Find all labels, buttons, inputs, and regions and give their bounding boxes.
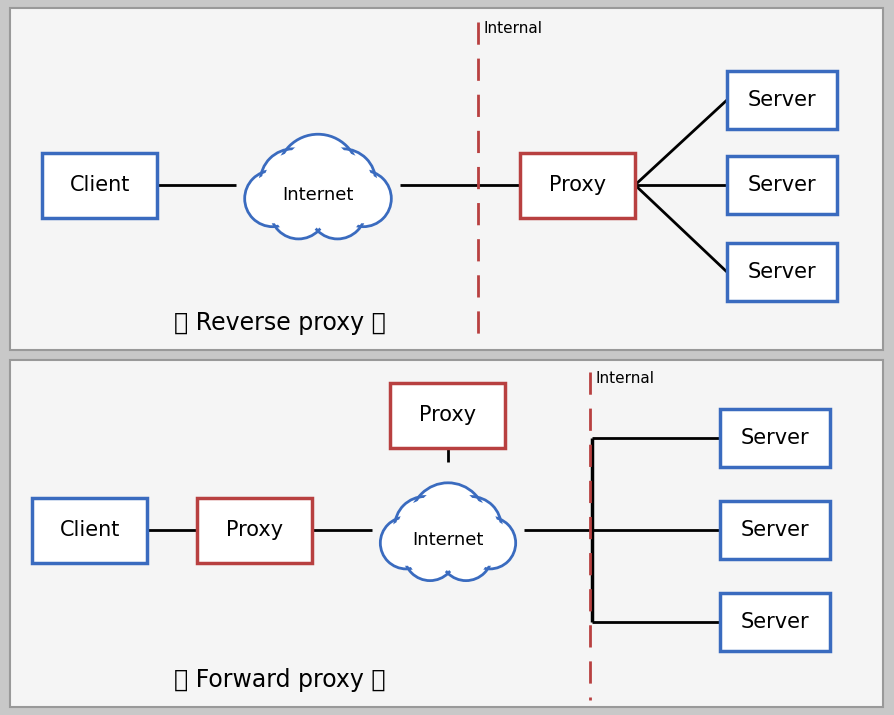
FancyBboxPatch shape	[726, 243, 836, 301]
Circle shape	[270, 183, 326, 239]
Circle shape	[380, 517, 432, 569]
Circle shape	[403, 529, 455, 581]
FancyBboxPatch shape	[10, 8, 882, 350]
Circle shape	[444, 500, 497, 553]
Text: 〈 Reverse proxy 〉: 〈 Reverse proxy 〉	[174, 311, 385, 335]
FancyBboxPatch shape	[390, 383, 505, 448]
Text: Client: Client	[60, 520, 120, 540]
Text: Server: Server	[740, 612, 808, 632]
Circle shape	[398, 500, 451, 553]
FancyBboxPatch shape	[726, 156, 836, 214]
Circle shape	[309, 183, 365, 239]
Text: Internet: Internet	[412, 531, 483, 548]
Circle shape	[274, 186, 323, 235]
Text: Proxy: Proxy	[549, 175, 606, 195]
Circle shape	[383, 521, 428, 566]
FancyBboxPatch shape	[719, 409, 829, 467]
Circle shape	[394, 496, 455, 557]
Circle shape	[467, 521, 512, 566]
Circle shape	[312, 186, 362, 235]
Circle shape	[410, 483, 485, 558]
Circle shape	[440, 529, 492, 581]
Text: 〈 Forward proxy 〉: 〈 Forward proxy 〉	[174, 668, 385, 692]
Circle shape	[334, 170, 391, 227]
Circle shape	[310, 149, 375, 214]
Circle shape	[338, 174, 387, 223]
FancyBboxPatch shape	[520, 152, 635, 217]
Circle shape	[415, 488, 480, 553]
FancyBboxPatch shape	[32, 498, 148, 563]
Circle shape	[244, 170, 300, 227]
Circle shape	[314, 153, 371, 210]
Text: Server: Server	[746, 90, 815, 110]
Circle shape	[264, 153, 322, 210]
Circle shape	[441, 496, 501, 557]
Circle shape	[260, 149, 325, 214]
FancyBboxPatch shape	[42, 152, 157, 217]
Circle shape	[443, 532, 488, 578]
Circle shape	[463, 517, 515, 569]
FancyBboxPatch shape	[719, 593, 829, 651]
Text: Server: Server	[740, 520, 808, 540]
Text: Proxy: Proxy	[226, 520, 283, 540]
FancyBboxPatch shape	[10, 360, 882, 707]
FancyBboxPatch shape	[719, 501, 829, 559]
Text: Server: Server	[746, 175, 815, 195]
Circle shape	[248, 174, 297, 223]
Text: Internal: Internal	[595, 370, 654, 385]
Text: Server: Server	[746, 262, 815, 282]
Text: Proxy: Proxy	[419, 405, 476, 425]
Circle shape	[282, 139, 353, 210]
Text: Internal: Internal	[484, 21, 543, 36]
FancyBboxPatch shape	[726, 71, 836, 129]
Text: Client: Client	[70, 175, 130, 195]
FancyBboxPatch shape	[198, 498, 312, 563]
Text: Internet: Internet	[282, 186, 353, 204]
Circle shape	[407, 532, 452, 578]
Text: Server: Server	[740, 428, 808, 448]
Circle shape	[277, 134, 358, 215]
